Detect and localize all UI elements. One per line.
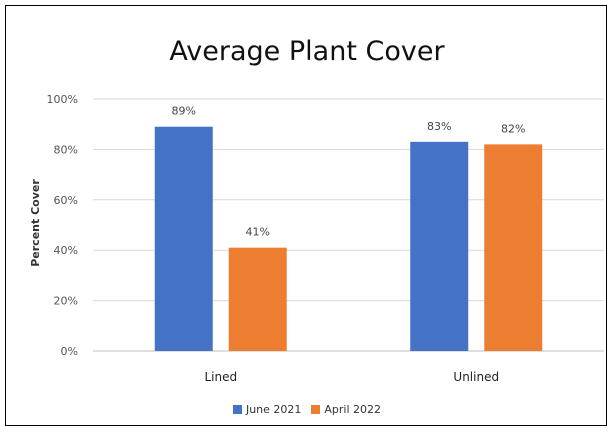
bar-unlined-april-2022 <box>484 144 543 351</box>
category-label-unlined: Unlined <box>453 370 499 384</box>
legend-swatch-april-2022 <box>311 405 321 414</box>
y-tick-label-60: 60% <box>54 194 78 207</box>
data-label-unlined-april-2022: 82% <box>501 122 525 135</box>
data-label-lined-june-2021: 89% <box>172 105 196 118</box>
legend-item-april-2022: April 2022 <box>311 403 381 416</box>
bar-lined-june-2021 <box>154 126 213 351</box>
y-tick-label-40: 40% <box>54 244 78 257</box>
y-axis-label: Percent Cover <box>29 179 42 267</box>
bar-unlined-june-2021 <box>410 141 469 351</box>
y-axis-ticks: 0% 20% 40% 60% 80% 100% <box>47 93 78 358</box>
legend-label-april-2022: April 2022 <box>324 403 382 416</box>
data-label-lined-april-2022: 41% <box>246 226 270 239</box>
legend: June 2021 April 2022 <box>0 403 614 416</box>
bar-lined-april-2022 <box>228 247 287 351</box>
y-tick-label-20: 20% <box>54 295 78 308</box>
y-tick-label-0: 0% <box>61 345 78 358</box>
category-label-lined: Lined <box>204 370 237 384</box>
y-tick-label-80: 80% <box>54 143 78 156</box>
legend-item-june-2021: June 2021 <box>232 403 302 416</box>
x-axis-categories: Lined Unlined <box>204 370 499 384</box>
data-labels: 89% 41% 83% 82% <box>172 105 526 239</box>
data-label-unlined-june-2021: 83% <box>427 120 451 133</box>
chart-title: Average Plant Cover <box>169 36 445 67</box>
bars <box>154 126 543 351</box>
y-tick-label-100: 100% <box>47 93 78 106</box>
legend-swatch-june-2021 <box>232 405 242 414</box>
legend-label-june-2021: June 2021 <box>245 403 302 416</box>
